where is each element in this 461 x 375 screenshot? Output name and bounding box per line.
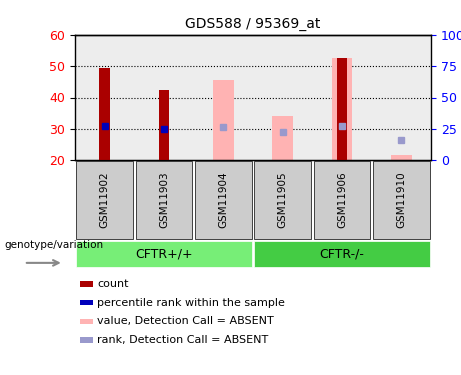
Bar <box>331 58 352 160</box>
Bar <box>159 90 169 160</box>
Text: CFTR-/-: CFTR-/- <box>319 248 365 261</box>
Bar <box>75 35 134 160</box>
Bar <box>372 35 431 160</box>
Title: GDS588 / 95369_at: GDS588 / 95369_at <box>185 17 321 31</box>
FancyBboxPatch shape <box>254 161 311 239</box>
Bar <box>99 68 110 160</box>
FancyBboxPatch shape <box>80 338 93 343</box>
FancyBboxPatch shape <box>80 281 93 287</box>
Bar <box>213 80 234 160</box>
Bar <box>391 155 412 160</box>
FancyBboxPatch shape <box>76 242 252 267</box>
Bar <box>337 58 347 160</box>
FancyBboxPatch shape <box>136 161 193 239</box>
Text: GSM11904: GSM11904 <box>219 172 228 228</box>
Text: GSM11905: GSM11905 <box>278 172 288 228</box>
Text: rank, Detection Call = ABSENT: rank, Detection Call = ABSENT <box>97 335 268 345</box>
Text: GSM11910: GSM11910 <box>396 172 406 228</box>
Bar <box>313 35 372 160</box>
FancyBboxPatch shape <box>373 161 430 239</box>
FancyBboxPatch shape <box>76 161 133 239</box>
Bar <box>134 35 194 160</box>
Bar <box>253 35 313 160</box>
FancyBboxPatch shape <box>313 161 371 239</box>
Text: count: count <box>97 279 129 289</box>
Text: GSM11902: GSM11902 <box>100 172 110 228</box>
Text: CFTR+/+: CFTR+/+ <box>135 248 193 261</box>
FancyBboxPatch shape <box>254 242 430 267</box>
FancyBboxPatch shape <box>195 161 252 239</box>
Bar <box>194 35 253 160</box>
FancyBboxPatch shape <box>80 319 93 324</box>
FancyBboxPatch shape <box>80 300 93 306</box>
Text: genotype/variation: genotype/variation <box>4 240 103 250</box>
Text: percentile rank within the sample: percentile rank within the sample <box>97 298 285 308</box>
Text: value, Detection Call = ABSENT: value, Detection Call = ABSENT <box>97 316 274 327</box>
Text: GSM11903: GSM11903 <box>159 172 169 228</box>
Text: GSM11906: GSM11906 <box>337 172 347 228</box>
Bar <box>272 116 293 160</box>
